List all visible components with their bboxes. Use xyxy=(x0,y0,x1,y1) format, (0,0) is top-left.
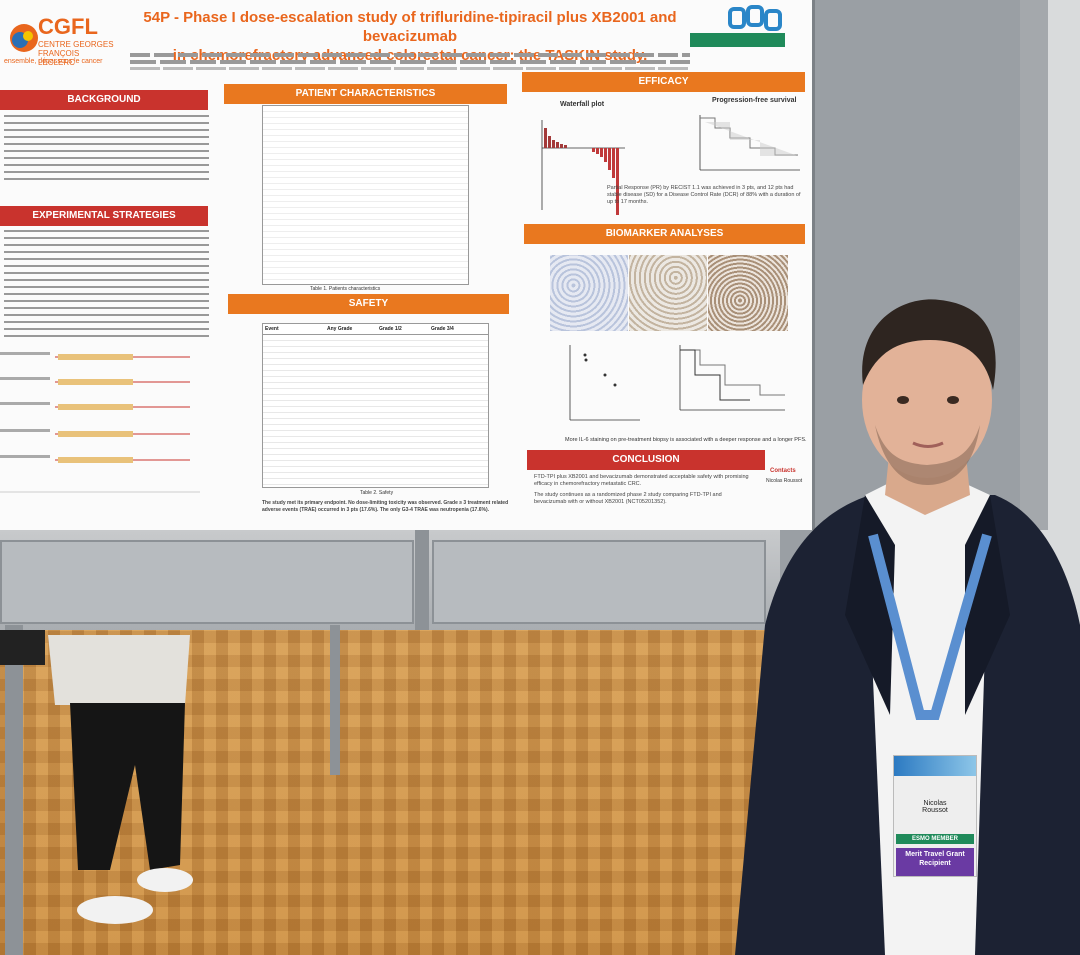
conference-badge: Nicolas Roussot ESMO MEMBER Merit Travel… xyxy=(893,755,977,877)
ihc-image-0 xyxy=(550,255,628,331)
logo-subtitle: CENTRE GEORGES FRANÇOIS LECLERC xyxy=(38,40,114,67)
logo-name: CGFL xyxy=(38,14,98,39)
badge-member-label: ESMO MEMBER xyxy=(896,834,974,844)
presenter-figure xyxy=(735,299,1080,955)
stand-pole xyxy=(1020,0,1048,530)
conclusion-header: CONCLUSION xyxy=(527,450,765,470)
safety-header-any: Any Grade xyxy=(327,326,353,332)
author-list xyxy=(130,50,690,73)
logo-tagline: ensemble, dépassons le cancer xyxy=(4,58,103,65)
congress-logo-icon xyxy=(690,5,785,47)
safety-header: SAFETY xyxy=(228,294,509,314)
safety-table: Event Any Grade Grade 1/2 Grade 3/4 xyxy=(262,323,489,488)
pfs-plot-title: Progression-free survival xyxy=(712,97,797,104)
contacts-label: Contacts xyxy=(770,468,796,474)
ihc-image-1 xyxy=(629,255,707,331)
dosing-schema-diagram xyxy=(0,352,200,493)
poster-title-line1: 54P - Phase I dose-escalation study of t… xyxy=(143,9,677,45)
badge-last-name: Roussot xyxy=(922,807,948,814)
background-text xyxy=(4,115,209,200)
badge-first-name: Nicolas xyxy=(923,800,947,807)
cgfl-logo-icon xyxy=(10,24,38,52)
stand-pole xyxy=(330,625,340,775)
biomarker-header: BIOMARKER ANALYSES xyxy=(524,224,805,244)
board-panel-left xyxy=(0,540,414,624)
conclusion-point-2: The study continues as a randomized phas… xyxy=(534,492,722,505)
biomarker-plots xyxy=(569,345,785,421)
safety-table-caption: Table 2. Safety xyxy=(360,490,394,496)
efficacy-plots xyxy=(541,115,800,215)
waterfall-plot-title: Waterfall plot xyxy=(560,101,605,108)
badge-header xyxy=(894,756,976,776)
patient-characteristics-table xyxy=(262,105,469,285)
visitor-figure xyxy=(0,630,193,924)
safety-summary: The study met its primary endpoint. No d… xyxy=(262,500,509,513)
contact-name: Nicolas Roussot xyxy=(766,478,803,484)
biomarker-caption: More IL-6 staining on pre-treatment biop… xyxy=(565,437,807,443)
conclusion-list: FTD-TPI plus XB2001 and bevacizumab demo… xyxy=(534,474,754,506)
scientific-poster: CGFL CENTRE GEORGES FRANÇOIS LECLERC ens… xyxy=(0,0,815,530)
safety-header-g12: Grade 1/2 xyxy=(379,326,402,332)
board-panel-right xyxy=(432,540,766,624)
badge-award-label: Merit Travel Grant Recipient xyxy=(896,848,974,876)
patient-table-caption: Table 1. Patients characteristics xyxy=(310,286,381,292)
patient-characteristics-header: PATIENT CHARACTERISTICS xyxy=(224,84,507,104)
stand-pole xyxy=(5,625,23,955)
stand-pole xyxy=(415,525,429,630)
efficacy-summary: Partial Response (PR) by RECIST 1.1 was … xyxy=(607,185,801,205)
efficacy-header: EFFICACY xyxy=(522,72,805,92)
background-header: BACKGROUND xyxy=(0,90,208,110)
safety-header-g34: Grade 3/4 xyxy=(431,326,454,332)
ihc-image-2 xyxy=(708,255,788,331)
experimental-header: EXPERIMENTAL STRATEGIES xyxy=(0,206,208,226)
conclusion-point-1: FTD-TPI plus XB2001 and bevacizumab demo… xyxy=(534,474,749,487)
experimental-text xyxy=(4,230,209,340)
safety-header-event: Event xyxy=(265,326,279,332)
